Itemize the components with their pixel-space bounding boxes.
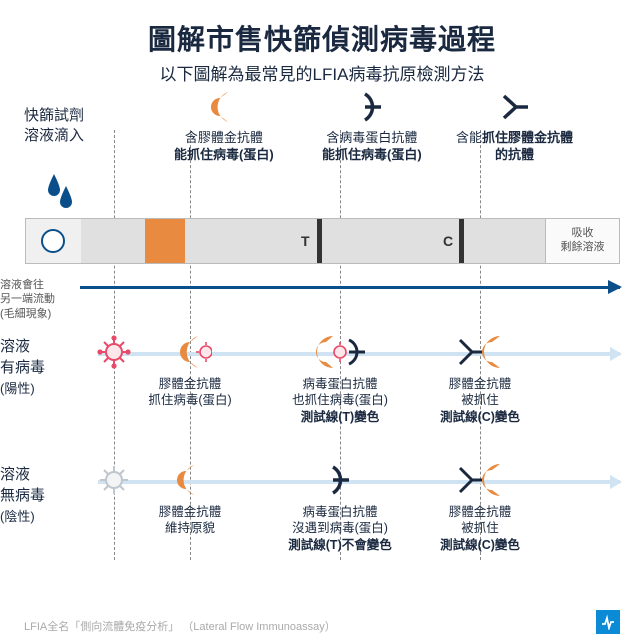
capture-antibody-icon: [496, 88, 534, 126]
col-gold: 含膠體金抗體 能抓住病毒(蛋白): [174, 88, 274, 164]
drop-label: 快篩試劑 溶液滴入: [24, 106, 84, 145]
subtitle: 以下圖解為最常見的LFIA病毒抗原檢測方法: [24, 60, 620, 85]
pos-tline-node: [309, 332, 371, 372]
col-gold-label: 含膠體金抗體 能抓住病毒(蛋白): [174, 130, 274, 164]
neg-gold-node: [171, 461, 209, 499]
pos-gold-label: 膠體金抗體 抓住病毒(蛋白): [148, 376, 231, 409]
protein-antibody-icon: [353, 88, 391, 126]
flow-arrow: [80, 286, 620, 289]
neg-cline-node: [452, 460, 508, 500]
neg-tline-label: 病毒蛋白抗體 沒遇到病毒(蛋白) 測試線(T)不會變色: [288, 504, 391, 553]
neg-tline-node: [321, 461, 359, 499]
neg-gold-label: 膠體金抗體 維持原貌: [159, 504, 222, 537]
drop-label-l2: 溶液滴入: [24, 127, 84, 144]
gold-antibody-icon: [205, 88, 243, 126]
pos-gold-node: [168, 332, 212, 372]
brand-logo: [596, 610, 620, 634]
col-tline-label: 含病毒蛋白抗體 能抓住病毒(蛋白): [322, 130, 422, 164]
t-line: [317, 219, 322, 263]
flow-label: 溶液會往 另一端流動 (毛細現象): [0, 278, 55, 321]
main-title: 圖解市售快篩偵測病毒過程: [24, 18, 620, 58]
negative-label: 溶液 無病毒 (陰性): [0, 464, 45, 527]
sample-drops: [42, 172, 78, 220]
sample-well: [41, 229, 65, 253]
col-tline: 含病毒蛋白抗體 能抓住病毒(蛋白): [322, 88, 422, 164]
col-cline: 含能抓住膠體金抗體 的抗體: [456, 88, 573, 164]
title-block: 圖解市售快篩偵測病毒過程 以下圖解為最常見的LFIA病毒抗原檢測方法: [24, 18, 620, 85]
footer-note: LFIA全名「側向流體免疫分析」 （Lateral Flow Immunoass…: [24, 618, 336, 634]
drop-label-l1: 快篩試劑: [24, 107, 84, 124]
pos-tline-label: 病毒蛋白抗體 也抓住病毒(蛋白) 測試線(T)變色: [292, 376, 388, 425]
test-strip: T C 吸收 剩餘溶液: [80, 218, 620, 264]
neg-cline-label: 膠體金抗體 被抓住 測試線(C)變色: [440, 504, 520, 553]
pos-cline-node: [452, 332, 508, 372]
gold-band: [145, 219, 185, 263]
neg-virus-icon: [97, 463, 131, 497]
col-cline-label: 含能抓住膠體金抗體 的抗體: [456, 130, 573, 164]
positive-label: 溶液 有病毒 (陽性): [0, 336, 45, 399]
c-label: C: [443, 233, 453, 249]
pos-cline-label: 膠體金抗體 被抓住 測試線(C)變色: [440, 376, 520, 425]
c-line: [459, 219, 464, 263]
t-label: T: [301, 233, 310, 249]
pos-virus-icon: [97, 335, 131, 369]
absorb-pad: 吸收 剩餘溶液: [545, 219, 619, 263]
